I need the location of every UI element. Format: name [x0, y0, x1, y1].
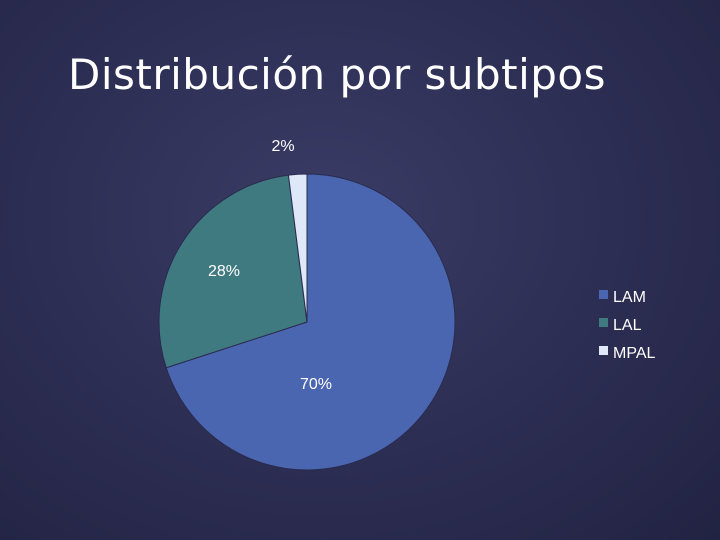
data-label-mpal: 2%: [271, 138, 294, 155]
pie-slice-lal: [158, 174, 308, 369]
data-label-lal: 28%: [208, 263, 240, 280]
page-title: Distribución por subtipos: [68, 50, 607, 99]
legend-swatch-mpal: [599, 346, 608, 355]
legend: LAM LAL MPAL: [599, 289, 655, 362]
legend-label-lam: LAM: [613, 289, 646, 306]
pie-slices: [158, 173, 456, 471]
legend-label-mpal: MPAL: [613, 345, 655, 362]
data-labels: 70% 28% 2%: [208, 138, 332, 393]
data-label-lam: 70%: [300, 376, 332, 393]
legend-label-lal: LAL: [613, 317, 642, 334]
pie-slice-mpal: [287, 173, 308, 323]
legend-swatch-lal: [599, 318, 608, 327]
legend-swatch-lam: [599, 290, 608, 299]
pie-slice-lam: [165, 173, 456, 471]
